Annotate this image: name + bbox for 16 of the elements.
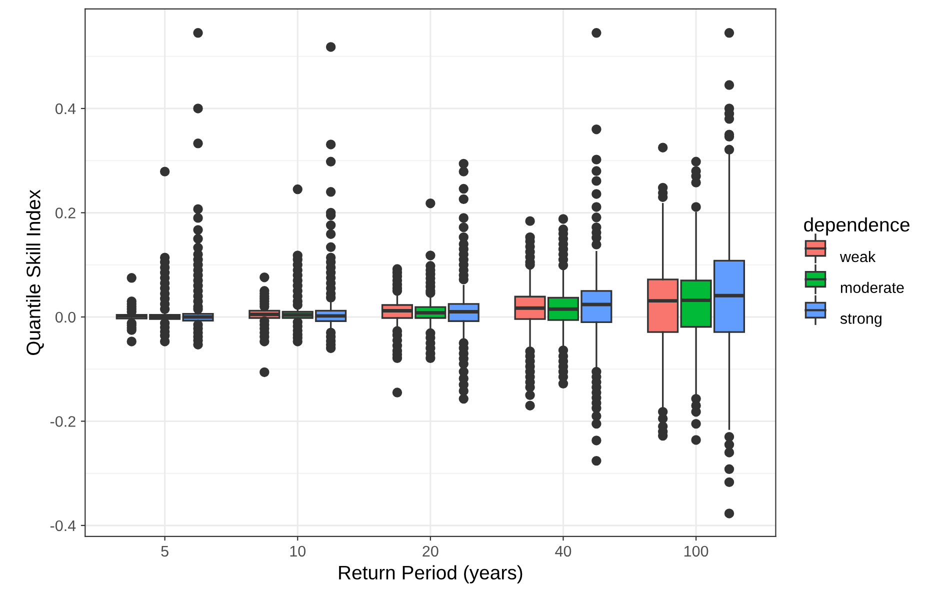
y-tick-label: -0.4 [50,520,76,532]
x-axis-title: Return Period (years) [339,565,522,584]
x-tick-label: 5 [161,546,168,557]
x-tick-label: 10 [290,546,306,557]
legend-label: strong [840,314,882,327]
y-tick-label: 0.4 [55,103,76,114]
x-tick-label: 100 [684,546,708,557]
x-tick-label: 40 [555,546,572,557]
y-tick-label: 0.2 [55,208,76,218]
legend-label: weak [840,250,876,262]
y-axis-title: Quantile Skill Index [26,190,44,355]
legend-title: dependence [804,217,910,236]
legend-label: moderate [840,282,904,294]
y-tick-label: 0.0 [55,312,76,323]
y-tick-label: -0.2 [50,416,76,427]
x-tick-label: 20 [422,546,438,557]
